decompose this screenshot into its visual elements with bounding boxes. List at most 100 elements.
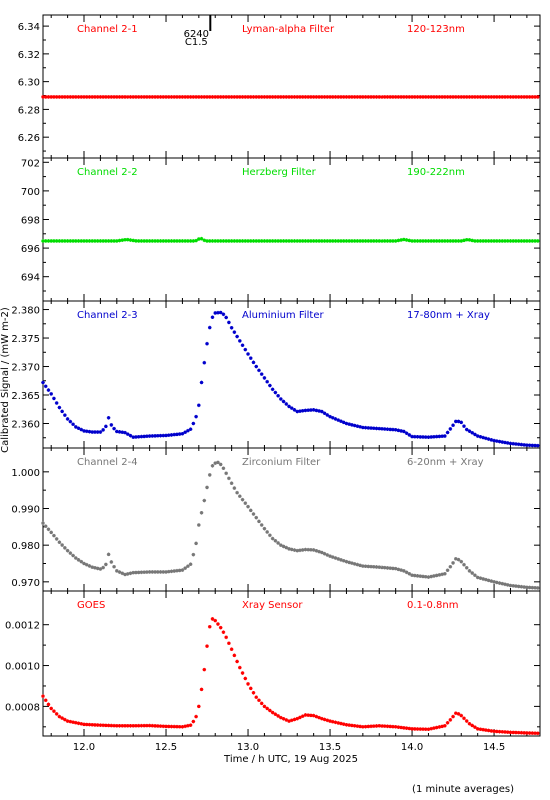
data-point [115, 239, 119, 243]
data-point [270, 536, 275, 541]
data-point [309, 713, 313, 718]
data-point [68, 551, 73, 555]
data-point [279, 715, 283, 720]
data-point [205, 485, 209, 490]
data-point [404, 238, 409, 242]
data-point [292, 239, 297, 243]
data-point [63, 239, 67, 243]
data-point [489, 95, 494, 99]
data-point [495, 580, 499, 585]
data-point [320, 409, 324, 414]
panels: 6.26 6.28 6.30 6.32 6.34 Channel 2-1 Lyman-alp… [5, 14, 541, 753]
data-point [169, 569, 174, 574]
data-point [259, 95, 264, 99]
data-point [462, 95, 466, 99]
data-point [240, 239, 245, 243]
data-point [314, 239, 319, 243]
data-point [243, 347, 248, 352]
data-point [248, 508, 253, 513]
data-point [519, 584, 524, 589]
data-point [415, 95, 420, 99]
data-point [492, 95, 496, 99]
data-point [382, 239, 387, 243]
data-point [279, 239, 283, 243]
data-point [180, 95, 185, 99]
data-point [221, 630, 226, 634]
data-point [134, 239, 138, 243]
data-point [396, 238, 401, 243]
data-point [65, 548, 70, 553]
data-point [516, 584, 521, 589]
data-point [432, 434, 436, 439]
data-point [423, 435, 428, 439]
data-point [489, 239, 494, 243]
data-point [418, 435, 423, 439]
data-point [320, 95, 324, 99]
data-point [145, 570, 149, 574]
data-point [429, 726, 433, 731]
data-point [101, 95, 105, 99]
data-point [470, 95, 475, 99]
data-point [527, 731, 532, 735]
data-point [295, 716, 300, 721]
data-point [402, 429, 406, 434]
data-point [125, 237, 130, 242]
data-point [388, 566, 392, 570]
data-point [352, 562, 357, 566]
data-point [186, 564, 190, 568]
data-point [410, 573, 414, 578]
data-point [536, 586, 540, 590]
data-point [350, 95, 354, 99]
x-tick-label: 14.0 [401, 742, 423, 753]
data-point [352, 95, 357, 99]
panel-channel-label: Channel 2-1 [77, 24, 138, 35]
data-point [536, 731, 540, 736]
panel-channel-label: GOES [77, 600, 105, 611]
data-point [79, 427, 84, 432]
data-point [298, 409, 302, 413]
data-point [464, 427, 469, 432]
data-point [238, 339, 242, 343]
data-point [259, 372, 264, 376]
data-point [205, 341, 209, 346]
data-point [284, 402, 289, 406]
data-point [344, 95, 349, 99]
data-point [325, 718, 330, 723]
data-point [262, 95, 267, 99]
data-point [298, 95, 302, 99]
data-point [106, 552, 111, 557]
data-point [115, 569, 119, 573]
data-point [145, 239, 149, 243]
y-axis-label-text: Calibrated Signal / (mW m-2) [0, 307, 11, 453]
data-point [134, 723, 138, 728]
data-point [470, 430, 475, 435]
data-point [136, 570, 141, 575]
data-point [232, 486, 237, 490]
data-point [516, 95, 521, 99]
data-point [281, 544, 286, 549]
data-point [109, 95, 114, 99]
data-point [314, 408, 319, 413]
data-point [292, 717, 297, 722]
data-point [197, 95, 201, 99]
data-point [147, 239, 152, 243]
data-point [478, 434, 483, 439]
data-point [536, 443, 540, 448]
data-point [90, 722, 95, 727]
data-point [339, 95, 343, 99]
data-point [497, 439, 502, 444]
data-point [43, 239, 48, 243]
data-point [270, 95, 275, 99]
data-point [481, 435, 485, 440]
data-point [475, 434, 480, 438]
data-point [87, 429, 92, 434]
data-point [125, 95, 130, 99]
data-point [104, 723, 108, 728]
data-point [415, 574, 420, 578]
data-point [95, 566, 100, 571]
data-point [366, 564, 371, 569]
data-point [320, 239, 324, 243]
data-point [112, 95, 116, 99]
data-point [486, 95, 491, 99]
y-tick-label: 0.970 [11, 578, 40, 589]
